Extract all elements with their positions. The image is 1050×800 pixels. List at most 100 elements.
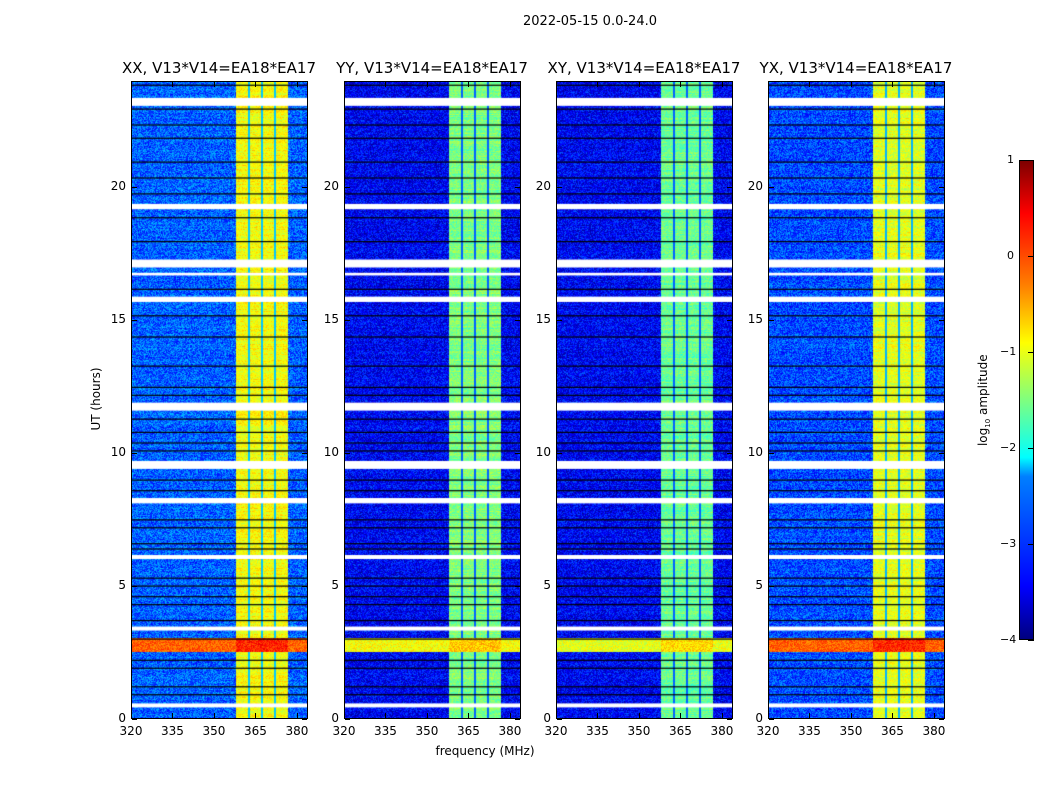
x-tick-label: 380	[285, 724, 309, 738]
y-tick-mark	[769, 586, 774, 588]
x-tick-label: 350	[627, 724, 651, 738]
y-tick-mark	[345, 320, 350, 322]
x-tick-mark	[933, 713, 935, 718]
y-tick-mark	[515, 187, 520, 189]
x-tick-mark	[509, 713, 511, 718]
x-tick-label: 365	[669, 724, 692, 738]
y-tick-mark	[939, 719, 944, 720]
x-tick-mark	[892, 713, 894, 718]
y-tick-mark	[345, 586, 350, 588]
y-tick-label: 10	[747, 445, 763, 460]
x-tick-mark	[172, 82, 174, 87]
y-tick-mark	[132, 586, 137, 588]
y-tick-mark	[939, 453, 944, 455]
y-tick-mark	[345, 187, 350, 189]
x-tick-mark	[597, 713, 599, 718]
x-tick-label: 380	[498, 724, 522, 738]
x-tick-mark	[680, 713, 682, 718]
panel-title: YX, V13*V14=EA18*EA17	[759, 59, 953, 77]
x-tick-label: 350	[415, 724, 439, 738]
x-tick-mark	[213, 82, 215, 87]
y-tick-label: 5	[543, 578, 551, 593]
heatmap-image	[345, 82, 520, 718]
x-tick-label: 335	[586, 724, 609, 738]
y-tick-mark	[302, 586, 307, 588]
x-tick-label: 380	[922, 724, 946, 738]
y-tick-mark	[345, 453, 350, 455]
panel-title: XY, V13*V14=EA18*EA17	[547, 59, 741, 77]
y-tick-mark	[557, 187, 562, 189]
y-tick-mark	[515, 719, 520, 720]
y-tick-label: 0	[331, 711, 339, 725]
x-tick-mark	[850, 713, 852, 718]
x-tick-label: 320	[756, 724, 780, 738]
y-tick-mark	[302, 719, 307, 720]
x-tick-label: 380	[710, 724, 734, 738]
x-tick-label: 320	[119, 724, 143, 738]
y-tick-mark	[515, 453, 520, 455]
colorbar-tick-mark	[1028, 160, 1034, 161]
y-tick-mark	[727, 586, 732, 588]
x-tick-mark	[721, 82, 723, 87]
y-tick-label: 5	[118, 578, 126, 593]
y-tick-mark	[939, 586, 944, 588]
panel-title: XX, V13*V14=EA18*EA17	[121, 59, 316, 77]
colorbar-tick-mark	[1028, 544, 1034, 545]
x-tick-mark	[850, 82, 852, 87]
x-tick-label: 320	[332, 724, 356, 738]
x-tick-mark	[680, 82, 682, 87]
x-tick-label: 335	[798, 724, 821, 738]
y-tick-label: 15	[110, 312, 126, 327]
x-tick-mark	[638, 713, 640, 718]
x-tick-mark	[255, 713, 257, 718]
colorbar-tick-label: −4	[1000, 633, 1017, 646]
y-tick-mark	[769, 320, 774, 322]
x-tick-mark	[426, 713, 428, 718]
y-tick-mark	[515, 320, 520, 322]
y-tick-label: 15	[747, 312, 763, 327]
heatmap-image	[132, 82, 307, 718]
heatmap-image	[557, 82, 732, 718]
panel-title: YY, V13*V14=EA18*EA17	[336, 59, 528, 77]
y-tick-label: 10	[323, 445, 339, 460]
x-tick-mark	[296, 713, 298, 718]
colorbar-tick-label: −2	[1000, 441, 1017, 454]
colorbar-tick-mark	[1028, 448, 1034, 449]
figure-suptitle: 2022-05-15 0.0-24.0	[523, 14, 657, 29]
x-axis-label: frequency (MHz)	[435, 744, 535, 758]
x-tick-mark	[344, 713, 345, 718]
y-tick-label: 5	[331, 578, 339, 593]
x-tick-label: 335	[374, 724, 397, 738]
colorbar-label: log10 amplitude	[976, 330, 992, 470]
x-tick-mark	[768, 82, 769, 87]
heatmap-panel	[768, 81, 945, 719]
y-tick-mark	[769, 187, 774, 189]
y-tick-label: 20	[535, 179, 551, 194]
x-tick-mark	[892, 82, 894, 87]
y-tick-label: 0	[118, 711, 126, 725]
x-tick-mark	[296, 82, 298, 87]
colorbar-tick-label: −3	[1000, 537, 1017, 550]
y-tick-mark	[769, 453, 774, 455]
colorbar-tick-mark	[1028, 352, 1034, 353]
y-tick-label: 0	[543, 711, 551, 725]
colorbar-label-sub: 10	[984, 418, 993, 428]
x-tick-label: 320	[544, 724, 568, 738]
x-tick-label: 335	[161, 724, 184, 738]
colorbar-label-log: log	[975, 427, 990, 447]
x-tick-mark	[556, 713, 557, 718]
y-tick-mark	[302, 187, 307, 189]
x-tick-mark	[426, 82, 428, 87]
y-tick-mark	[557, 586, 562, 588]
x-tick-mark	[809, 713, 811, 718]
x-tick-mark	[556, 82, 557, 87]
y-tick-label: 15	[323, 312, 339, 327]
x-tick-mark	[721, 713, 723, 718]
x-tick-mark	[638, 82, 640, 87]
y-tick-mark	[727, 719, 732, 720]
y-tick-label: 20	[747, 179, 763, 194]
colorbar-tick-mark	[1028, 256, 1034, 257]
x-tick-mark	[509, 82, 511, 87]
y-tick-mark	[939, 187, 944, 189]
